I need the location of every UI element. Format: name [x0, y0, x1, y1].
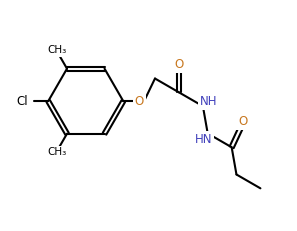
Text: Cl: Cl: [17, 95, 28, 108]
Text: O: O: [238, 115, 247, 128]
Text: NH: NH: [200, 95, 218, 108]
Text: CH₃: CH₃: [48, 45, 67, 55]
Text: HN: HN: [195, 133, 212, 146]
Text: O: O: [135, 95, 144, 108]
Text: O: O: [174, 58, 184, 71]
Text: CH₃: CH₃: [48, 147, 67, 157]
